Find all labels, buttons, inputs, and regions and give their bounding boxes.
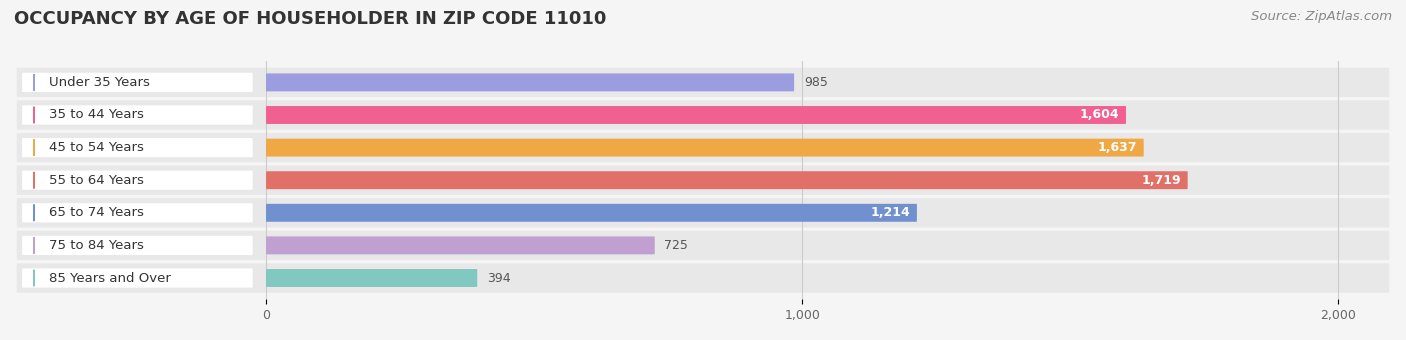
FancyBboxPatch shape: [17, 100, 1389, 130]
Text: OCCUPANCY BY AGE OF HOUSEHOLDER IN ZIP CODE 11010: OCCUPANCY BY AGE OF HOUSEHOLDER IN ZIP C…: [14, 10, 606, 28]
FancyBboxPatch shape: [17, 231, 1389, 260]
FancyBboxPatch shape: [266, 204, 917, 222]
FancyBboxPatch shape: [266, 236, 655, 254]
Text: 85 Years and Over: 85 Years and Over: [49, 272, 170, 285]
Text: 45 to 54 Years: 45 to 54 Years: [49, 141, 143, 154]
FancyBboxPatch shape: [17, 166, 1389, 195]
FancyBboxPatch shape: [266, 73, 794, 91]
FancyBboxPatch shape: [22, 105, 253, 125]
Text: Under 35 Years: Under 35 Years: [49, 76, 150, 89]
FancyBboxPatch shape: [17, 133, 1389, 162]
FancyBboxPatch shape: [17, 68, 1389, 97]
Text: 1,719: 1,719: [1142, 174, 1181, 187]
Text: 394: 394: [486, 272, 510, 285]
FancyBboxPatch shape: [22, 73, 253, 92]
FancyBboxPatch shape: [17, 264, 1389, 293]
Text: 75 to 84 Years: 75 to 84 Years: [49, 239, 143, 252]
FancyBboxPatch shape: [17, 198, 1389, 227]
FancyBboxPatch shape: [266, 269, 477, 287]
FancyBboxPatch shape: [266, 139, 1143, 156]
Text: 1,214: 1,214: [870, 206, 911, 219]
Text: Source: ZipAtlas.com: Source: ZipAtlas.com: [1251, 10, 1392, 23]
Text: 985: 985: [804, 76, 828, 89]
FancyBboxPatch shape: [22, 236, 253, 255]
FancyBboxPatch shape: [22, 171, 253, 190]
FancyBboxPatch shape: [22, 138, 253, 157]
Text: 55 to 64 Years: 55 to 64 Years: [49, 174, 143, 187]
FancyBboxPatch shape: [22, 268, 253, 288]
FancyBboxPatch shape: [22, 203, 253, 222]
Text: 65 to 74 Years: 65 to 74 Years: [49, 206, 143, 219]
Text: 725: 725: [665, 239, 689, 252]
Text: 1,604: 1,604: [1080, 108, 1119, 121]
Text: 35 to 44 Years: 35 to 44 Years: [49, 108, 143, 121]
FancyBboxPatch shape: [266, 171, 1188, 189]
FancyBboxPatch shape: [266, 106, 1126, 124]
Text: 1,637: 1,637: [1098, 141, 1137, 154]
